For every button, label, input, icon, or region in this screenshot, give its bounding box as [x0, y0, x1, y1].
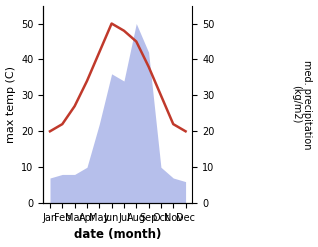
X-axis label: date (month): date (month): [74, 228, 162, 242]
Y-axis label: max temp (C): max temp (C): [5, 66, 16, 143]
Y-axis label: med. precipitation
(kg/m2): med. precipitation (kg/m2): [291, 60, 313, 149]
